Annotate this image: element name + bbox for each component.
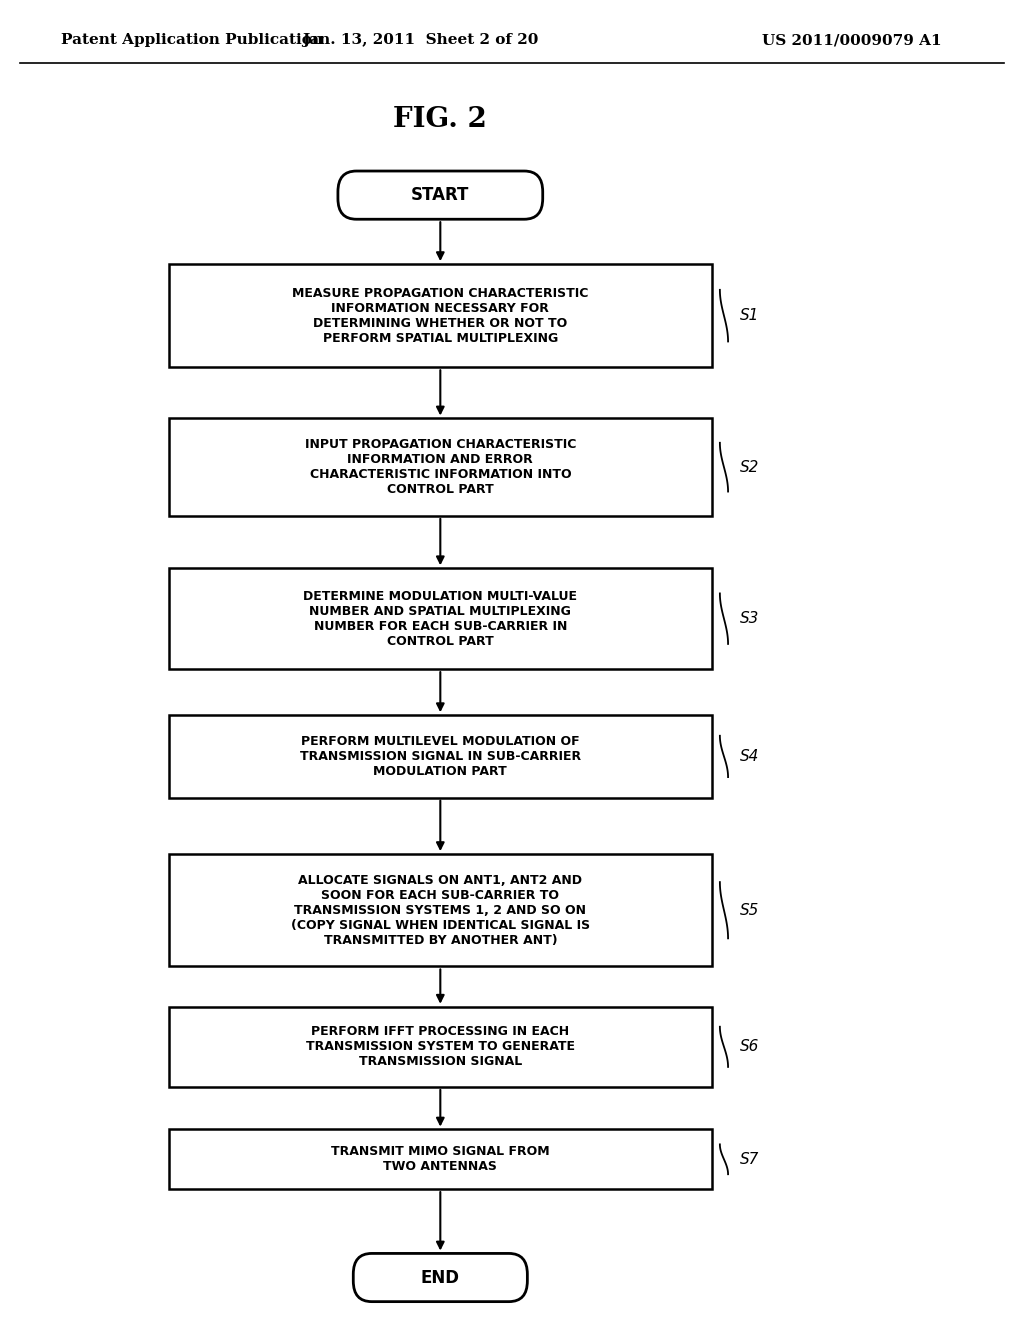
Text: S7: S7: [740, 1152, 760, 1167]
Text: Jan. 13, 2011  Sheet 2 of 20: Jan. 13, 2011 Sheet 2 of 20: [302, 33, 538, 48]
FancyBboxPatch shape: [169, 1007, 712, 1086]
FancyBboxPatch shape: [338, 172, 543, 219]
FancyBboxPatch shape: [169, 264, 712, 367]
Text: INPUT PROPAGATION CHARACTERISTIC
INFORMATION AND ERROR
CHARACTERISTIC INFORMATIO: INPUT PROPAGATION CHARACTERISTIC INFORMA…: [304, 438, 577, 496]
Text: START: START: [411, 186, 470, 205]
Text: END: END: [421, 1269, 460, 1287]
Text: S6: S6: [740, 1039, 760, 1055]
Text: S4: S4: [740, 748, 760, 764]
Text: MEASURE PROPAGATION CHARACTERISTIC
INFORMATION NECESSARY FOR
DETERMINING WHETHER: MEASURE PROPAGATION CHARACTERISTIC INFOR…: [292, 286, 589, 345]
FancyBboxPatch shape: [169, 1130, 712, 1189]
Text: FIG. 2: FIG. 2: [393, 106, 487, 133]
Text: S5: S5: [740, 903, 760, 917]
Text: S1: S1: [740, 308, 760, 323]
FancyBboxPatch shape: [169, 854, 712, 966]
Text: S2: S2: [740, 459, 760, 475]
Text: TRANSMIT MIMO SIGNAL FROM
TWO ANTENNAS: TRANSMIT MIMO SIGNAL FROM TWO ANTENNAS: [331, 1146, 550, 1173]
FancyBboxPatch shape: [353, 1254, 527, 1302]
FancyBboxPatch shape: [169, 715, 712, 797]
Text: US 2011/0009079 A1: US 2011/0009079 A1: [763, 33, 942, 48]
Text: ALLOCATE SIGNALS ON ANT1, ANT2 AND
SOON FOR EACH SUB-CARRIER TO
TRANSMISSION SYS: ALLOCATE SIGNALS ON ANT1, ANT2 AND SOON …: [291, 874, 590, 946]
Text: S3: S3: [740, 611, 760, 626]
Text: Patent Application Publication: Patent Application Publication: [61, 33, 324, 48]
FancyBboxPatch shape: [169, 568, 712, 669]
Text: PERFORM IFFT PROCESSING IN EACH
TRANSMISSION SYSTEM TO GENERATE
TRANSMISSION SIG: PERFORM IFFT PROCESSING IN EACH TRANSMIS…: [306, 1026, 574, 1068]
Text: DETERMINE MODULATION MULTI-VALUE
NUMBER AND SPATIAL MULTIPLEXING
NUMBER FOR EACH: DETERMINE MODULATION MULTI-VALUE NUMBER …: [303, 590, 578, 648]
Text: PERFORM MULTILEVEL MODULATION OF
TRANSMISSION SIGNAL IN SUB-CARRIER
MODULATION P: PERFORM MULTILEVEL MODULATION OF TRANSMI…: [300, 735, 581, 777]
FancyBboxPatch shape: [169, 418, 712, 516]
